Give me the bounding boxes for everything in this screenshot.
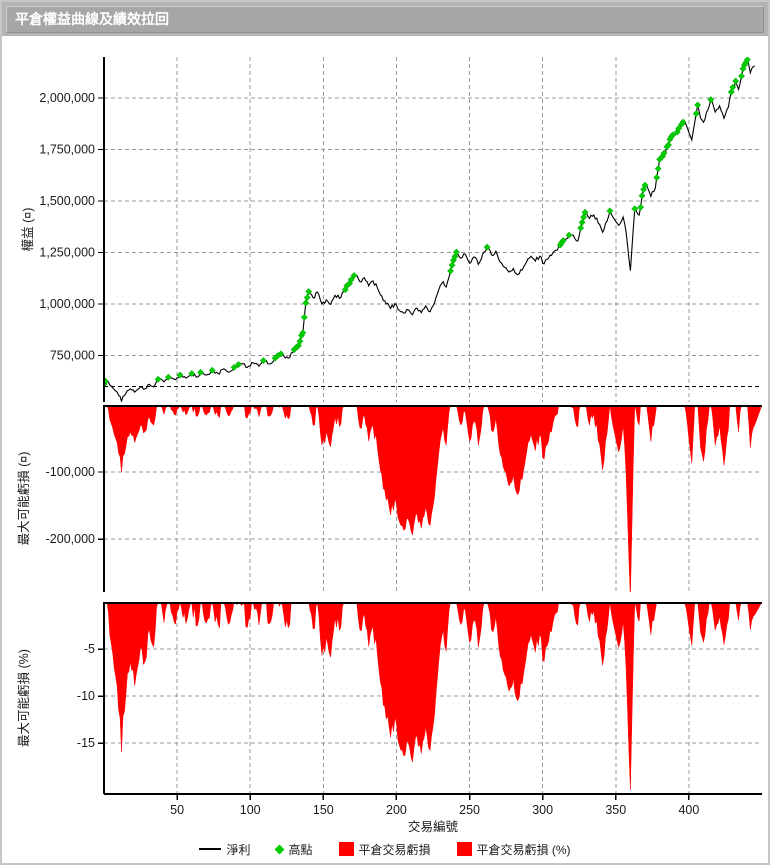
high-point-marker — [692, 110, 700, 118]
high-point-marker — [638, 192, 646, 200]
y-tick-label: 1,500,000 — [39, 194, 95, 208]
high-point-marker — [154, 375, 162, 383]
high-point-marker — [729, 83, 737, 91]
legend-label: 平倉交易虧損 (%) — [476, 842, 571, 857]
legend-item-high-point: 高點 — [275, 841, 313, 858]
high-point-marker — [641, 181, 649, 189]
high-point-marker — [347, 276, 355, 284]
red-swatch-icon — [338, 842, 354, 856]
y-tick-label: 750,000 — [50, 348, 95, 362]
high-point-marker — [296, 337, 304, 345]
high-point-marker — [654, 165, 662, 173]
legend-label: 平倉交易虧損 — [358, 842, 431, 857]
high-point-marker — [669, 131, 677, 139]
legend-label: 高點 — [288, 842, 313, 857]
y-tick-label: -5 — [84, 642, 95, 656]
y-tick-label: -15 — [77, 736, 95, 750]
high-point-marker — [694, 101, 702, 109]
high-point-marker — [208, 366, 216, 374]
high-point-marker — [235, 361, 243, 368]
high-point-marker — [188, 370, 196, 378]
y-tick-label: -10 — [77, 689, 95, 703]
x-tick-label: 350 — [605, 803, 626, 817]
high-point-marker — [559, 237, 567, 245]
high-point-marker — [483, 243, 491, 251]
high-point-marker — [452, 248, 460, 256]
legend-item-net-profit: 淨利 — [199, 841, 250, 858]
high-point-marker — [341, 286, 349, 294]
high-point-marker — [664, 141, 672, 149]
high-point-marker — [565, 231, 573, 239]
legend-item-drawdown-currency: 平倉交易虧損 — [338, 841, 431, 858]
legend-label: 淨利 — [226, 842, 251, 857]
diamond-marker-icon — [275, 844, 285, 854]
y-axis-title: 權益 (¤) — [21, 208, 35, 252]
high-point-marker — [294, 342, 302, 350]
x-tick-label: 100 — [240, 803, 261, 817]
y-tick-label: 2,000,000 — [39, 91, 95, 105]
high-point-marker — [302, 299, 310, 307]
drawdown-percent-area — [104, 602, 762, 791]
high-point-marker — [707, 96, 715, 104]
high-point-marker — [104, 377, 109, 385]
legend-item-drawdown-percent: 平倉交易虧損 (%) — [456, 841, 571, 858]
high-point-marker — [637, 203, 645, 211]
high-point-marker — [305, 288, 313, 296]
high-point-marker — [230, 363, 238, 371]
net-profit-line — [104, 58, 755, 402]
high-point-marker — [580, 213, 588, 221]
high-point-marker — [300, 313, 308, 321]
high-point-marker — [660, 149, 668, 157]
high-point-marker — [679, 118, 687, 126]
high-point-marker — [581, 208, 589, 216]
high-point-marker — [259, 357, 267, 365]
high-point-marker — [606, 207, 614, 215]
high-point-marker — [164, 373, 172, 381]
window-title[interactable]: 平倉權益曲線及績效拉回 — [6, 6, 764, 33]
line-sample-icon — [199, 848, 222, 850]
high-point-marker — [176, 371, 184, 379]
high-point-marker — [578, 218, 586, 226]
y-axis-title: 最大可能虧損 (¤) — [16, 452, 31, 546]
x-tick-label: 50 — [170, 803, 184, 817]
y-tick-label: 1,250,000 — [39, 245, 95, 259]
high-point-marker — [350, 272, 358, 280]
high-point-marker — [197, 368, 204, 376]
y-axis-title: 最大可能虧損 (%) — [16, 649, 31, 747]
high-point-marker — [743, 57, 751, 64]
y-tick-label: 1,000,000 — [39, 297, 95, 311]
y-tick-label: -100,000 — [46, 465, 95, 479]
red-swatch-icon — [456, 842, 472, 856]
x-tick-label: 200 — [386, 803, 407, 817]
high-point-marker — [653, 174, 661, 182]
x-tick-label: 250 — [459, 803, 480, 817]
high-point-marker — [447, 267, 455, 275]
x-tick-label: 400 — [678, 803, 699, 817]
high-point-marker — [631, 205, 639, 213]
y-tick-label: 1,750,000 — [39, 142, 95, 156]
high-point-marker — [732, 77, 740, 85]
high-point-marker — [299, 329, 307, 337]
x-axis-title: 交易編號 — [408, 819, 459, 834]
y-tick-label: -200,000 — [46, 532, 95, 546]
high-point-marker — [303, 293, 311, 301]
drawdown-currency-area — [104, 405, 762, 592]
high-point-marker — [577, 224, 585, 232]
x-tick-label: 150 — [313, 803, 334, 817]
chart-legend: 淨利 高點 平倉交易虧損 平倉交易虧損 (%) — [2, 840, 768, 858]
x-tick-label: 300 — [532, 803, 553, 817]
high-point-marker — [448, 261, 456, 269]
high-point-marker — [738, 72, 746, 80]
high-point-marker — [675, 124, 683, 132]
high-point-marker — [277, 350, 285, 358]
